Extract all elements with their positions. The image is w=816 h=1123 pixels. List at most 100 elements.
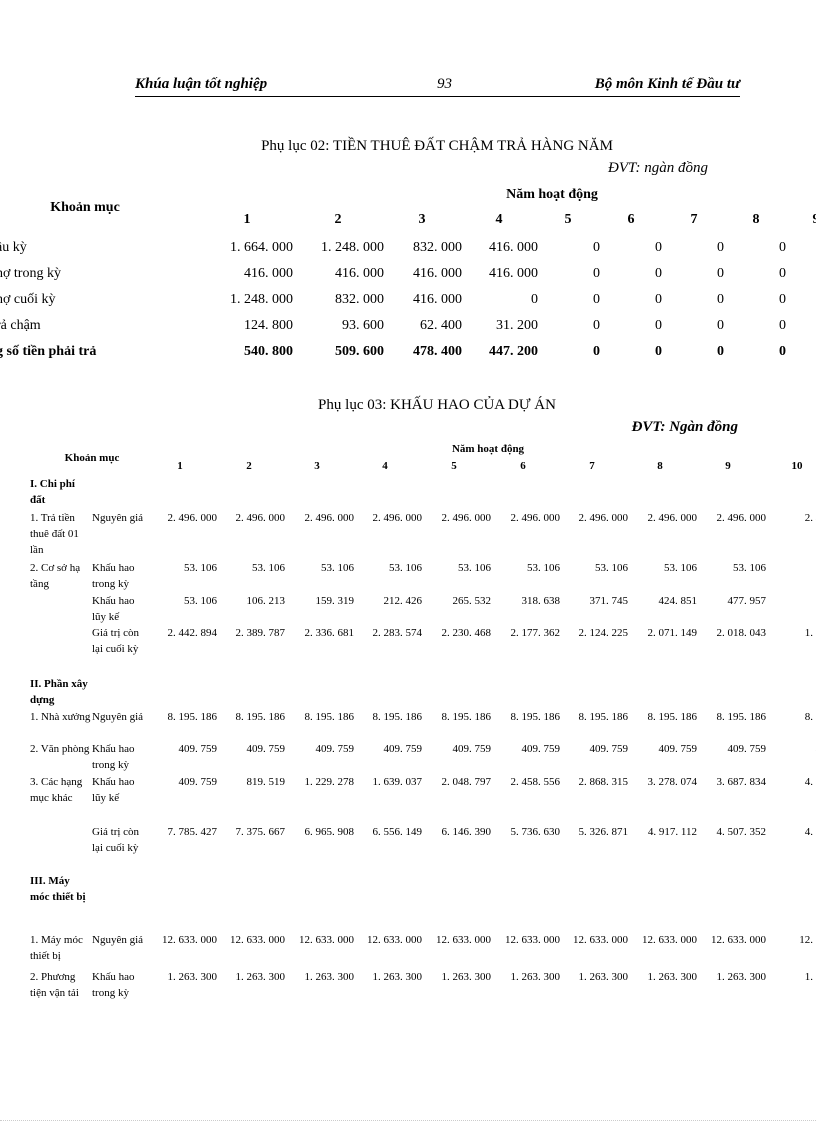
cell: 2. 496. 000 (304, 512, 355, 524)
item-label: 1. Máy móc thiết bị (30, 934, 83, 962)
page-number: 93 (437, 76, 452, 92)
sub-label: Khấu hao lũy kế (92, 776, 135, 804)
cell: 424. 851 (658, 595, 698, 607)
cell: 53. 106 (321, 562, 354, 574)
cell: 371. 745 (589, 595, 629, 607)
cell: 0 (717, 318, 724, 333)
cell: 2. 048. 797 (441, 776, 492, 788)
section-label: I. Chi phí đất (30, 478, 75, 506)
cell: 6. 556. 149 (372, 826, 423, 838)
cell: 409. 759 (178, 743, 218, 755)
cell: 2. 230. 468 (441, 627, 492, 639)
row-label: ầu kỳ (0, 240, 27, 255)
cell: 53. 106 (664, 562, 697, 574)
year: 8 (657, 460, 663, 472)
cell: 4. 917. 112 (647, 826, 697, 838)
cell: 2. 496. (804, 512, 816, 524)
cell: 1. 263. 300 (235, 971, 286, 983)
year: 4 (495, 212, 503, 227)
header-left: Khúa luận tốt nghiệp (135, 76, 268, 92)
row-label: rả chậm (0, 318, 41, 333)
cell: 2. 496. 000 (235, 512, 286, 524)
year: 9 (725, 460, 731, 472)
item-header: Khoản mục (64, 452, 120, 464)
cell: 416. 000 (244, 266, 293, 281)
cell: 8. 195. 186 (441, 711, 492, 723)
cell: 409. 759 (246, 743, 286, 755)
cell: 416. 000 (489, 240, 538, 255)
cell: 409. 759 (383, 743, 423, 755)
year: 4 (382, 460, 388, 472)
sub-label: Nguyên giá (92, 711, 144, 723)
cell: 477. 957 (727, 595, 767, 607)
sub-label: Giá trị còn lại cuối kỳ (92, 627, 140, 655)
cell: 8. 195. 186 (372, 711, 423, 723)
cell: 4. 097. (804, 826, 816, 838)
item-label: 3. Các hạng mục khác (30, 776, 83, 804)
cell: 0 (779, 266, 786, 281)
cell: 12. 633. 000 (642, 934, 697, 946)
table-title: Phụ lục 03: KHẤU HAO CỦA DỰ ÁN (318, 397, 556, 413)
item-label: 1. Trả tiền thuê đất 01 lần (30, 512, 79, 556)
cell: 0 (593, 344, 600, 359)
cell: 8. 195. 186 (716, 711, 767, 723)
cell: 409. 759 (452, 743, 492, 755)
sub-label: Nguyên giá (92, 934, 144, 946)
cell: 819. 519 (246, 776, 286, 788)
unit: ĐVT: ngàn đồng (607, 160, 708, 176)
cell: 6. 146. 390 (441, 826, 492, 838)
cell: 1. 263. 300 (578, 971, 629, 983)
cell: 0 (717, 266, 724, 281)
cell: 2. 442. 894 (167, 627, 218, 639)
year: 10 (791, 460, 803, 472)
cell: 416. 000 (413, 266, 462, 281)
sub-label: Giá trị còn lại cuối kỳ (92, 826, 140, 854)
cell: 0 (655, 240, 662, 255)
cell: 832. 000 (335, 292, 384, 307)
item-label: 2. Phương tiện vận tải (30, 971, 79, 999)
cell: 0 (593, 292, 600, 307)
cell: 409. 759 (589, 743, 629, 755)
cell: 8. 195. 186 (304, 711, 355, 723)
cell: 1. 263. 300 (441, 971, 492, 983)
cell: 0 (531, 292, 538, 307)
cell: 7. 375. 667 (235, 826, 286, 838)
cell: 12. 633. 000 (505, 934, 560, 946)
cell: 1. 639. 037 (372, 776, 423, 788)
year: 3 (314, 460, 320, 472)
cell: 12. 633. 000 (573, 934, 628, 946)
cell: 53. 106 (595, 562, 628, 574)
cell: 2. 283. 574 (372, 627, 423, 639)
item-label: 2. Cơ sở hạ tầng (30, 562, 81, 590)
cell: 12. 633. 000 (367, 934, 422, 946)
cell: 53. 106 (184, 562, 217, 574)
page-edge (0, 1120, 816, 1121)
cell: 53. 106 (252, 562, 285, 574)
cell: 2. 496. 000 (578, 512, 629, 524)
cell: 53. 106 (527, 562, 560, 574)
cell: 0 (593, 240, 600, 255)
cell: 2. 496. 000 (372, 512, 423, 524)
cell: 8. 195. (804, 711, 816, 723)
cell: 2. 496. 000 (441, 512, 492, 524)
cell: 1. 263. 300 (167, 971, 218, 983)
sub-label: Khấu hao trong kỳ (92, 743, 135, 771)
cell: 31. 200 (496, 318, 538, 333)
sub-label: Nguyên giá (92, 512, 144, 524)
header-right: Bộ môn Kinh tế Đầu tư (594, 76, 740, 92)
cell: 2. 458. 556 (510, 776, 561, 788)
cell: 0 (779, 240, 786, 255)
section-label: II. Phần xây dựng (30, 678, 88, 706)
cell: 12. 633. 000 (299, 934, 354, 946)
year: 2 (246, 460, 252, 472)
cell: 1. 229. 278 (304, 776, 355, 788)
cell: 1. 664. 000 (230, 240, 293, 255)
group-header: Năm hoạt động (451, 443, 525, 455)
year: 7 (690, 212, 698, 227)
cell: 0 (779, 344, 786, 359)
cell: 2. 868. 315 (578, 776, 629, 788)
cell: 0 (655, 266, 662, 281)
cell: 8. 195. 186 (167, 711, 218, 723)
cell: 416. 000 (413, 292, 462, 307)
sub-label: Khấu hao lũy kế (92, 595, 135, 623)
